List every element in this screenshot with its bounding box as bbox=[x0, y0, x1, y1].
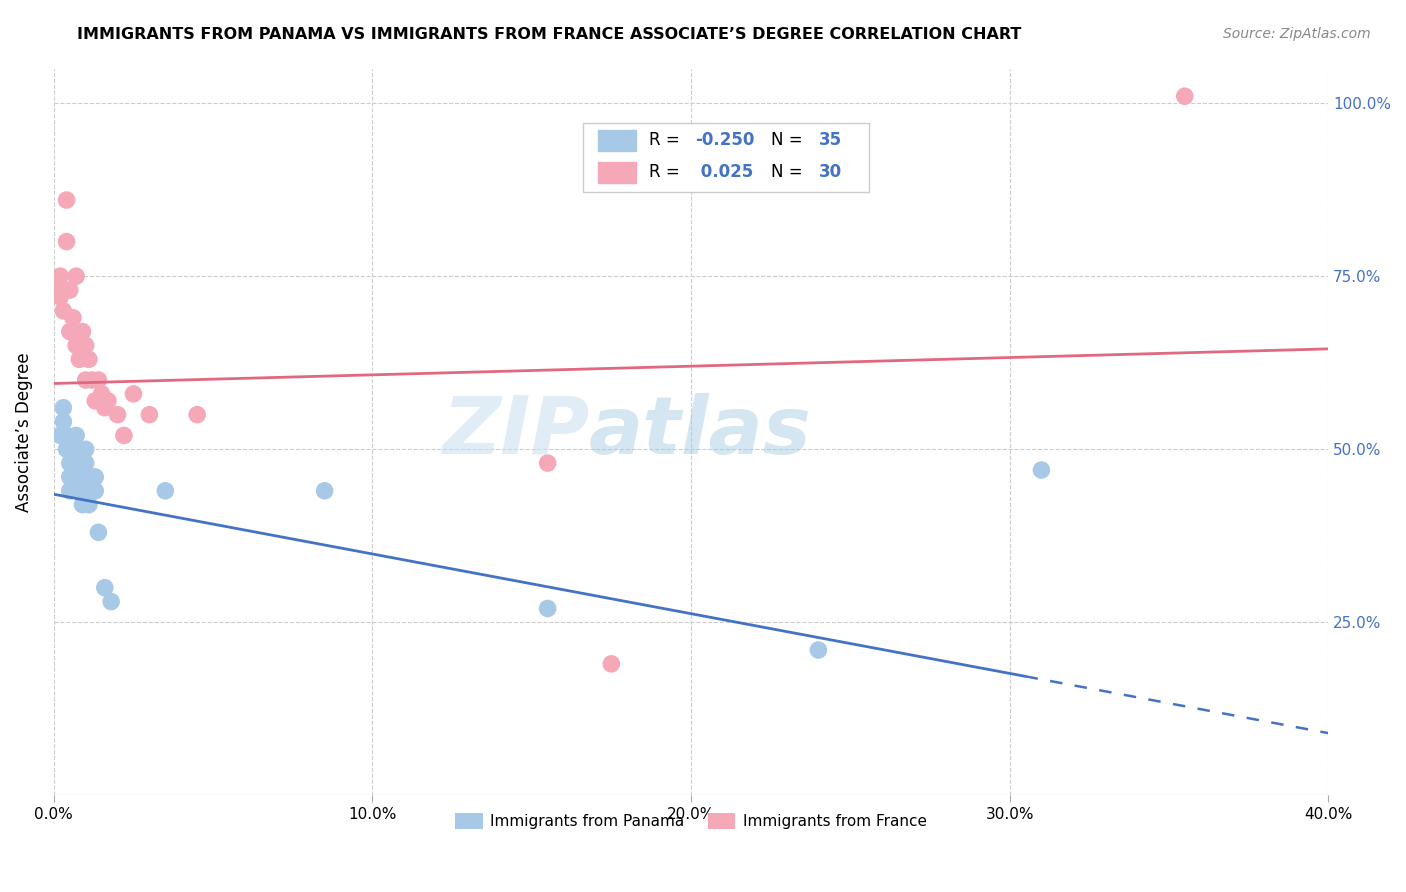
Point bbox=[75, 338, 97, 352]
Point bbox=[67, 352, 90, 367]
Point bbox=[55, 235, 77, 249]
Point bbox=[72, 483, 94, 498]
Point bbox=[59, 470, 82, 484]
Point bbox=[600, 657, 623, 671]
Point bbox=[49, 269, 72, 284]
Point bbox=[62, 442, 84, 457]
FancyBboxPatch shape bbox=[582, 123, 869, 192]
Point bbox=[52, 401, 75, 415]
Point bbox=[59, 456, 82, 470]
Text: -0.250: -0.250 bbox=[695, 131, 754, 150]
Point bbox=[72, 325, 94, 339]
Point bbox=[67, 470, 90, 484]
Point bbox=[52, 415, 75, 429]
Point bbox=[100, 594, 122, 608]
Point bbox=[536, 601, 558, 615]
Point bbox=[1174, 89, 1197, 103]
Point bbox=[67, 456, 90, 470]
Point bbox=[94, 581, 117, 595]
Bar bbox=[598, 162, 636, 183]
Point bbox=[90, 387, 112, 401]
Point bbox=[59, 442, 82, 457]
Point bbox=[72, 498, 94, 512]
Text: N =: N = bbox=[772, 131, 808, 150]
Point bbox=[186, 408, 208, 422]
Point bbox=[75, 442, 97, 457]
Point bbox=[59, 483, 82, 498]
Point bbox=[122, 387, 145, 401]
Text: 35: 35 bbox=[818, 131, 842, 150]
Text: 0.025: 0.025 bbox=[695, 163, 754, 181]
Point bbox=[314, 483, 336, 498]
Point bbox=[49, 290, 72, 304]
Point bbox=[67, 442, 90, 457]
Point bbox=[87, 373, 110, 387]
Point bbox=[46, 283, 69, 297]
Point bbox=[1031, 463, 1053, 477]
Text: IMMIGRANTS FROM PANAMA VS IMMIGRANTS FROM FRANCE ASSOCIATE’S DEGREE CORRELATION : IMMIGRANTS FROM PANAMA VS IMMIGRANTS FRO… bbox=[77, 27, 1022, 42]
Point bbox=[77, 483, 100, 498]
Point bbox=[65, 338, 87, 352]
Point bbox=[84, 483, 107, 498]
Point bbox=[62, 310, 84, 325]
Point bbox=[65, 442, 87, 457]
Point bbox=[112, 428, 135, 442]
Point bbox=[97, 393, 120, 408]
Point bbox=[55, 428, 77, 442]
Point bbox=[107, 408, 129, 422]
Text: atlas: atlas bbox=[589, 393, 811, 471]
Point bbox=[65, 269, 87, 284]
Text: R =: R = bbox=[650, 131, 685, 150]
Point bbox=[59, 442, 82, 457]
Point bbox=[59, 325, 82, 339]
Point bbox=[807, 643, 830, 657]
Text: R =: R = bbox=[650, 163, 685, 181]
Point bbox=[62, 456, 84, 470]
Text: 30: 30 bbox=[818, 163, 842, 181]
Bar bbox=[598, 130, 636, 151]
Text: ZIP: ZIP bbox=[441, 393, 589, 471]
Point bbox=[49, 428, 72, 442]
Point bbox=[75, 456, 97, 470]
Point bbox=[138, 408, 160, 422]
Y-axis label: Associate’s Degree: Associate’s Degree bbox=[15, 352, 32, 512]
Point bbox=[52, 303, 75, 318]
Point bbox=[80, 470, 103, 484]
Point bbox=[94, 401, 117, 415]
Point bbox=[77, 498, 100, 512]
Point bbox=[80, 373, 103, 387]
Point bbox=[536, 456, 558, 470]
Text: N =: N = bbox=[772, 163, 808, 181]
Point bbox=[87, 525, 110, 540]
Point bbox=[59, 283, 82, 297]
Point bbox=[84, 470, 107, 484]
Legend: Immigrants from Panama, Immigrants from France: Immigrants from Panama, Immigrants from … bbox=[449, 806, 932, 835]
Point bbox=[84, 393, 107, 408]
Text: Source: ZipAtlas.com: Source: ZipAtlas.com bbox=[1223, 27, 1371, 41]
Point bbox=[75, 373, 97, 387]
Point bbox=[77, 352, 100, 367]
Point bbox=[55, 193, 77, 207]
Point bbox=[65, 428, 87, 442]
Point bbox=[55, 442, 77, 457]
Point bbox=[155, 483, 177, 498]
